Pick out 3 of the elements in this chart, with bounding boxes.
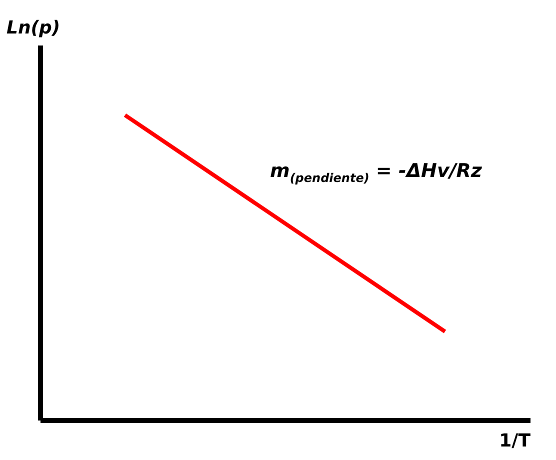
annotation: m$_{(pendiente)}$ = -ΔHv/Rz xyxy=(270,160,482,185)
x-axis-title: 1/T xyxy=(499,430,532,452)
y-axis-title: Ln(p) xyxy=(6,18,60,38)
